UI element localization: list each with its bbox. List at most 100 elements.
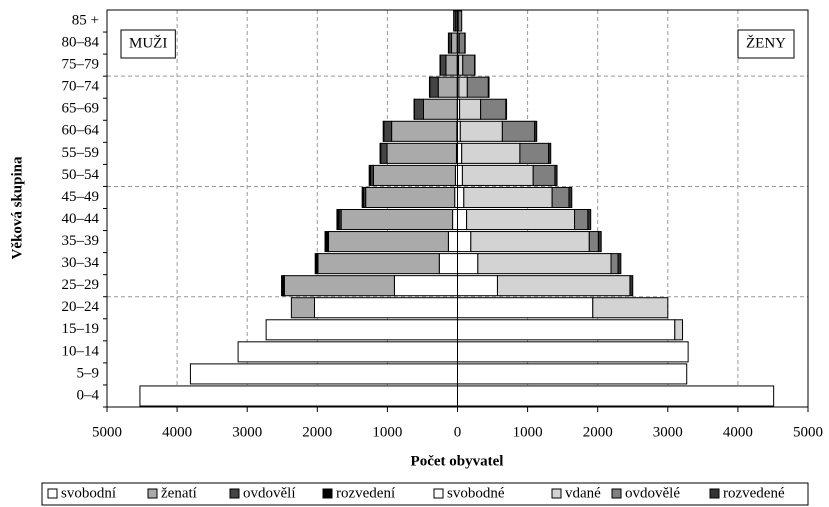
- bar: [458, 54, 464, 76]
- bar: [592, 297, 669, 319]
- bar: [457, 253, 479, 275]
- bar: [413, 98, 425, 120]
- y-tick-label: 20–24: [62, 299, 100, 315]
- y-axis-title: Věková skupina: [9, 156, 25, 259]
- bar: [597, 231, 602, 253]
- bar: [139, 385, 459, 407]
- bar: [457, 231, 472, 253]
- bar: [290, 297, 315, 319]
- bar: [457, 209, 468, 231]
- x-axis-title: Počet obyvatel: [411, 453, 504, 469]
- y-tick-label: 50–54: [62, 167, 100, 183]
- bar: [393, 275, 459, 297]
- bar: [457, 10, 463, 32]
- bar: [313, 297, 458, 319]
- bar: [457, 385, 775, 407]
- bar: [532, 164, 556, 186]
- bar: [451, 32, 458, 54]
- x-tick-label: 3000: [653, 424, 683, 440]
- bar: [617, 253, 622, 275]
- bar: [457, 275, 498, 297]
- y-tick-label: 10–14: [62, 343, 100, 359]
- y-tick-label: 85 +: [72, 12, 99, 28]
- legend-swatch: [147, 488, 158, 499]
- bar: [423, 98, 458, 120]
- bar: [453, 10, 457, 32]
- bar: [554, 164, 558, 186]
- legend-swatch: [433, 488, 444, 499]
- bar: [548, 142, 552, 164]
- bar: [386, 142, 457, 164]
- bar: [674, 319, 684, 341]
- legend-label: rozvedené: [723, 485, 785, 501]
- legend-label: ovdovělí: [243, 485, 296, 501]
- y-tick-label: 40–44: [62, 211, 100, 227]
- legend-label: svobodní: [61, 485, 116, 501]
- y-tick-label: 15–19: [62, 321, 100, 337]
- bar: [439, 54, 447, 76]
- x-tick-label: 4000: [723, 424, 753, 440]
- y-tick-label: 5–9: [77, 365, 100, 381]
- legend-swatch: [611, 488, 622, 499]
- annotation-box: [120, 29, 176, 59]
- bar: [452, 209, 458, 231]
- bar: [487, 76, 490, 98]
- bar: [391, 120, 458, 142]
- annotation: MUŽI: [129, 34, 167, 51]
- bar: [429, 76, 439, 98]
- bar: [466, 209, 576, 231]
- bar: [383, 120, 393, 142]
- bar: [340, 209, 454, 231]
- bar: [534, 120, 538, 142]
- bar: [361, 186, 365, 208]
- y-tick-label: 25–29: [62, 277, 100, 293]
- bar: [574, 209, 589, 231]
- bar: [501, 120, 536, 142]
- legend-swatch: [709, 488, 720, 499]
- bar: [568, 186, 573, 208]
- bar: [314, 253, 318, 275]
- legend-label: ovdovělé: [625, 485, 680, 501]
- y-tick-label: 80–84: [62, 35, 100, 51]
- bar: [457, 297, 594, 319]
- x-tick-label: 5000: [92, 424, 122, 440]
- legend-label: rozvedení: [336, 485, 395, 501]
- bar: [437, 76, 458, 98]
- bar: [587, 209, 592, 231]
- bar: [505, 98, 508, 120]
- bar: [368, 164, 372, 186]
- y-tick-label: 75–79: [62, 57, 100, 73]
- y-tick-label: 0–4: [77, 387, 100, 403]
- legend-label: svobodné: [447, 485, 505, 501]
- bar: [447, 231, 458, 253]
- bar: [372, 164, 456, 186]
- x-tick-label: 3000: [232, 424, 262, 440]
- bar: [629, 275, 634, 297]
- y-tick-label: 55–59: [62, 145, 100, 161]
- bar: [328, 231, 449, 253]
- x-tick-label: 2000: [583, 424, 613, 440]
- bar: [461, 164, 534, 186]
- bar: [458, 76, 468, 98]
- annotation: ŽENY: [746, 34, 786, 51]
- y-tick-label: 35–39: [62, 233, 100, 249]
- bar: [480, 98, 507, 120]
- y-tick-label: 65–69: [62, 101, 100, 117]
- bar: [237, 341, 458, 363]
- bar: [477, 253, 612, 275]
- legend-label: vdané: [565, 485, 601, 501]
- legend-swatch: [322, 488, 333, 499]
- bar: [336, 209, 340, 231]
- bar: [317, 253, 440, 275]
- bar: [445, 54, 458, 76]
- bar: [265, 319, 459, 341]
- bar: [281, 275, 285, 297]
- bar: [365, 186, 456, 208]
- legend-swatch: [551, 488, 562, 499]
- bar: [283, 275, 395, 297]
- legend-swatch: [229, 488, 240, 499]
- x-tick-label: 1000: [513, 424, 543, 440]
- bar: [462, 54, 476, 76]
- x-tick-label: 2000: [302, 424, 332, 440]
